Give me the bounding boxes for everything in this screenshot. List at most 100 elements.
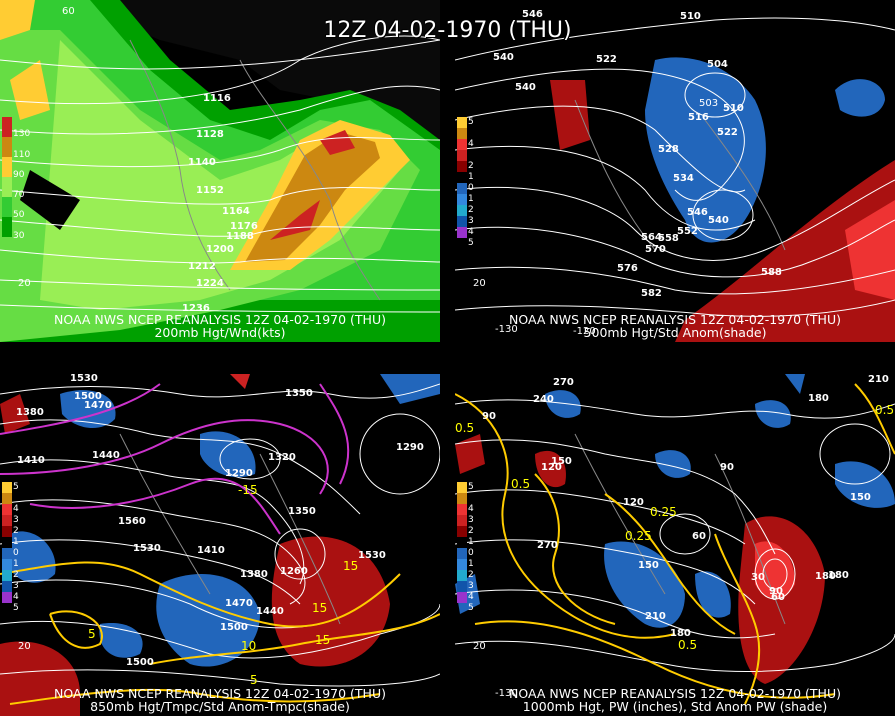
contour-label: 1350 xyxy=(288,506,316,517)
legend-label: 4 xyxy=(468,139,474,149)
panel-subcaption: 200mb Hgt/Wnd(kts) xyxy=(154,325,286,340)
contour-label: 1530 xyxy=(133,543,161,554)
contour-label: 150 xyxy=(850,492,871,503)
legend-label: 4 xyxy=(13,592,19,602)
wind-legend xyxy=(2,117,12,237)
pw-label: 0.25 xyxy=(650,505,677,519)
contour-label: 1380 xyxy=(240,569,268,580)
legend-label: 1 xyxy=(13,537,19,547)
map-500mb: 546 510 540 522 540 504 503 510 516 522 … xyxy=(455,0,895,342)
legend-label: 130 xyxy=(13,129,31,139)
pw-label: 0.5 xyxy=(455,421,474,435)
legend-label: 0 xyxy=(468,183,474,193)
contour-label: 510 xyxy=(723,103,744,114)
pw-label: 0.25 xyxy=(625,529,652,543)
panel-1000mb: 270 240 90 120 150 120 90 60 30 270 150 … xyxy=(455,374,895,716)
legend-label: 1 xyxy=(468,537,474,547)
legend-label: 5 xyxy=(13,603,19,613)
edge-label: 60 xyxy=(62,6,75,17)
panel-500mb: 546 510 540 522 540 504 503 510 516 522 … xyxy=(455,0,895,342)
contour-label: 1470 xyxy=(84,400,112,411)
contour-label: 1410 xyxy=(17,455,45,466)
legend-label: 50 xyxy=(13,210,25,220)
legend-label: 4 xyxy=(468,227,474,237)
anomaly-legend xyxy=(457,117,467,238)
contour-label: 528 xyxy=(658,144,679,155)
contour-label: 582 xyxy=(641,288,662,299)
legend-label: 3 xyxy=(13,581,19,591)
contour-label: 180 xyxy=(808,393,829,404)
pw-label: 0.5 xyxy=(511,477,530,491)
contour-label: 588 xyxy=(761,267,782,278)
contour-label: 1290 xyxy=(225,468,253,479)
temp-label: -15 xyxy=(238,483,258,497)
temp-label: 15 xyxy=(343,559,358,573)
pw-label: 0.5 xyxy=(875,403,894,417)
contour-label: 90 xyxy=(769,586,783,597)
legend-label: 70 xyxy=(13,190,25,200)
contour-label: 522 xyxy=(596,54,617,65)
legend-label: 5 xyxy=(468,482,474,492)
contour-label: 1410 xyxy=(197,545,225,556)
legend-label: 2 xyxy=(13,570,19,580)
contour-label: 1188 xyxy=(226,231,254,242)
temp-label: 5 xyxy=(250,673,258,687)
legend-label: 2 xyxy=(468,161,474,171)
panel-850mb: 1530 1500 1470 1440 1410 1380 1350 1320 … xyxy=(0,374,440,716)
edge-label: 20 xyxy=(473,641,486,652)
contour-label: 120 xyxy=(623,497,644,508)
contour-label: 1224 xyxy=(196,278,224,289)
contour-label: 1500 xyxy=(220,622,248,633)
contour-label: 564 xyxy=(641,232,662,243)
contour-label: 1176 xyxy=(230,221,258,232)
map-200mb: 1116 1128 1140 1152 1164 1176 1188 1200 … xyxy=(0,0,440,342)
contour-label: 540 xyxy=(515,82,536,93)
contour-label: 180 xyxy=(670,628,691,639)
contour-label: 546 xyxy=(687,207,708,218)
edge-label: 20 xyxy=(473,278,486,289)
panel-subcaption: 1000mb Hgt, PW (inches), Std Anom PW (sh… xyxy=(522,699,828,714)
legend-label: 3 xyxy=(468,581,474,591)
map-1000mb: 270 240 90 120 150 120 90 60 30 270 150 … xyxy=(455,374,895,716)
legend-label: 2 xyxy=(13,526,19,536)
contour-label: 503 xyxy=(699,98,718,109)
legend-label: 5 xyxy=(468,238,474,248)
contour-label: 240 xyxy=(533,394,554,405)
contour-label: 1260 xyxy=(280,566,308,577)
legend-label: 0 xyxy=(13,548,19,558)
contour-label: 516 xyxy=(688,112,709,123)
legend-label: 1 xyxy=(468,194,474,204)
legend-label: 2 xyxy=(468,570,474,580)
anomaly-legend xyxy=(2,482,12,603)
pw-label: 0.5 xyxy=(678,638,697,652)
contour-label: 1320 xyxy=(268,452,296,463)
contour-label: 150 xyxy=(551,456,572,467)
contour-label: 1500 xyxy=(74,391,102,402)
contour-label: 1116 xyxy=(203,93,231,104)
contour-label: 1560 xyxy=(118,516,146,527)
contour-label: 552 xyxy=(677,226,698,237)
contour-label: 522 xyxy=(717,127,738,138)
contour-label: 534 xyxy=(673,173,694,184)
temp-label: 5 xyxy=(88,627,96,641)
contour-label: 1164 xyxy=(222,206,250,217)
legend-label: 5 xyxy=(468,117,474,127)
edge-label: -130 xyxy=(495,688,518,699)
contour-label: 210 xyxy=(868,374,889,385)
contour-label: 150 xyxy=(638,560,659,571)
contour-label: 1530 xyxy=(358,550,386,561)
legend-label: 0 xyxy=(468,548,474,558)
legend-label: 4 xyxy=(468,592,474,602)
legend-label: 110 xyxy=(13,150,31,160)
contour-label: 1350 xyxy=(285,388,313,399)
contour-label: 1290 xyxy=(396,442,424,453)
edge-label: -120 xyxy=(573,326,596,337)
contour-label: 510 xyxy=(680,11,701,22)
contour-label: 1440 xyxy=(92,450,120,461)
map-850mb: 1530 1500 1470 1440 1410 1380 1350 1320 … xyxy=(0,374,440,716)
legend-label: 2 xyxy=(468,526,474,536)
legend-label: 1 xyxy=(13,559,19,569)
legend-label: 3 xyxy=(13,515,19,525)
contour-label: 576 xyxy=(617,263,638,274)
panel-caption: NOAA NWS NCEP REANALYSIS 12Z 04-02-1970 … xyxy=(508,312,841,327)
